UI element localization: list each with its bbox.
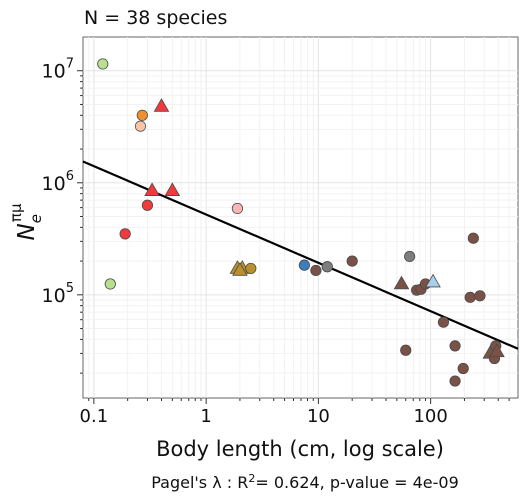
data-point-circle	[467, 232, 479, 244]
data-point-circle	[321, 261, 333, 273]
chart-title: N = 38 species	[84, 7, 227, 29]
data-point-triangle	[153, 98, 170, 112]
x-axis-label: Body length (cm, log scale)	[156, 437, 444, 461]
data-point-circle	[298, 259, 310, 271]
x-tick-label: 1	[200, 406, 211, 427]
data-point-circle	[310, 264, 322, 277]
data-point-circle	[231, 202, 244, 215]
axis-ticks: 0.1 1 10 100 105 106 107	[42, 57, 510, 427]
grid-lines	[83, 37, 518, 398]
data-point-triangle	[489, 343, 505, 358]
data-point-circle	[119, 228, 131, 240]
data-point-circle	[474, 290, 486, 302]
x-tick-label: 0.1	[80, 406, 109, 427]
data-point-circle	[97, 58, 109, 70]
y-tick-label: 106	[42, 169, 74, 195]
data-point-circle	[449, 340, 461, 352]
y-tick-label: 105	[42, 281, 74, 307]
data-point-circle	[464, 291, 476, 303]
x-tick-label: 10	[307, 406, 330, 427]
data-point-circle	[449, 375, 461, 387]
data-point-circle	[437, 316, 450, 328]
data-point-circle	[136, 109, 148, 121]
data-point-circle	[104, 278, 116, 290]
data-point-circle	[457, 362, 469, 375]
data-point-circle	[404, 250, 416, 263]
data-point-circle	[400, 344, 412, 356]
x-tick-label: 100	[413, 406, 447, 427]
y-tick-label: 107	[42, 57, 74, 83]
data-point-triangle	[164, 182, 181, 196]
data-point-circle	[245, 262, 257, 275]
data-point-triangle	[232, 262, 248, 276]
plot-area	[82, 36, 519, 399]
data-point-circle	[346, 255, 358, 267]
chart-marks	[82, 58, 519, 387]
y-axis-label: Neπμ	[7, 203, 45, 240]
data-point-circle	[134, 120, 147, 132]
model-footnote: Pagel's λ : R2= 0.624, p-value = 4e-09	[151, 472, 459, 492]
data-point-triangle	[425, 273, 441, 288]
data-point-triangle	[393, 275, 410, 290]
data-point-circle	[141, 199, 154, 211]
data-point-triangle	[144, 182, 160, 196]
